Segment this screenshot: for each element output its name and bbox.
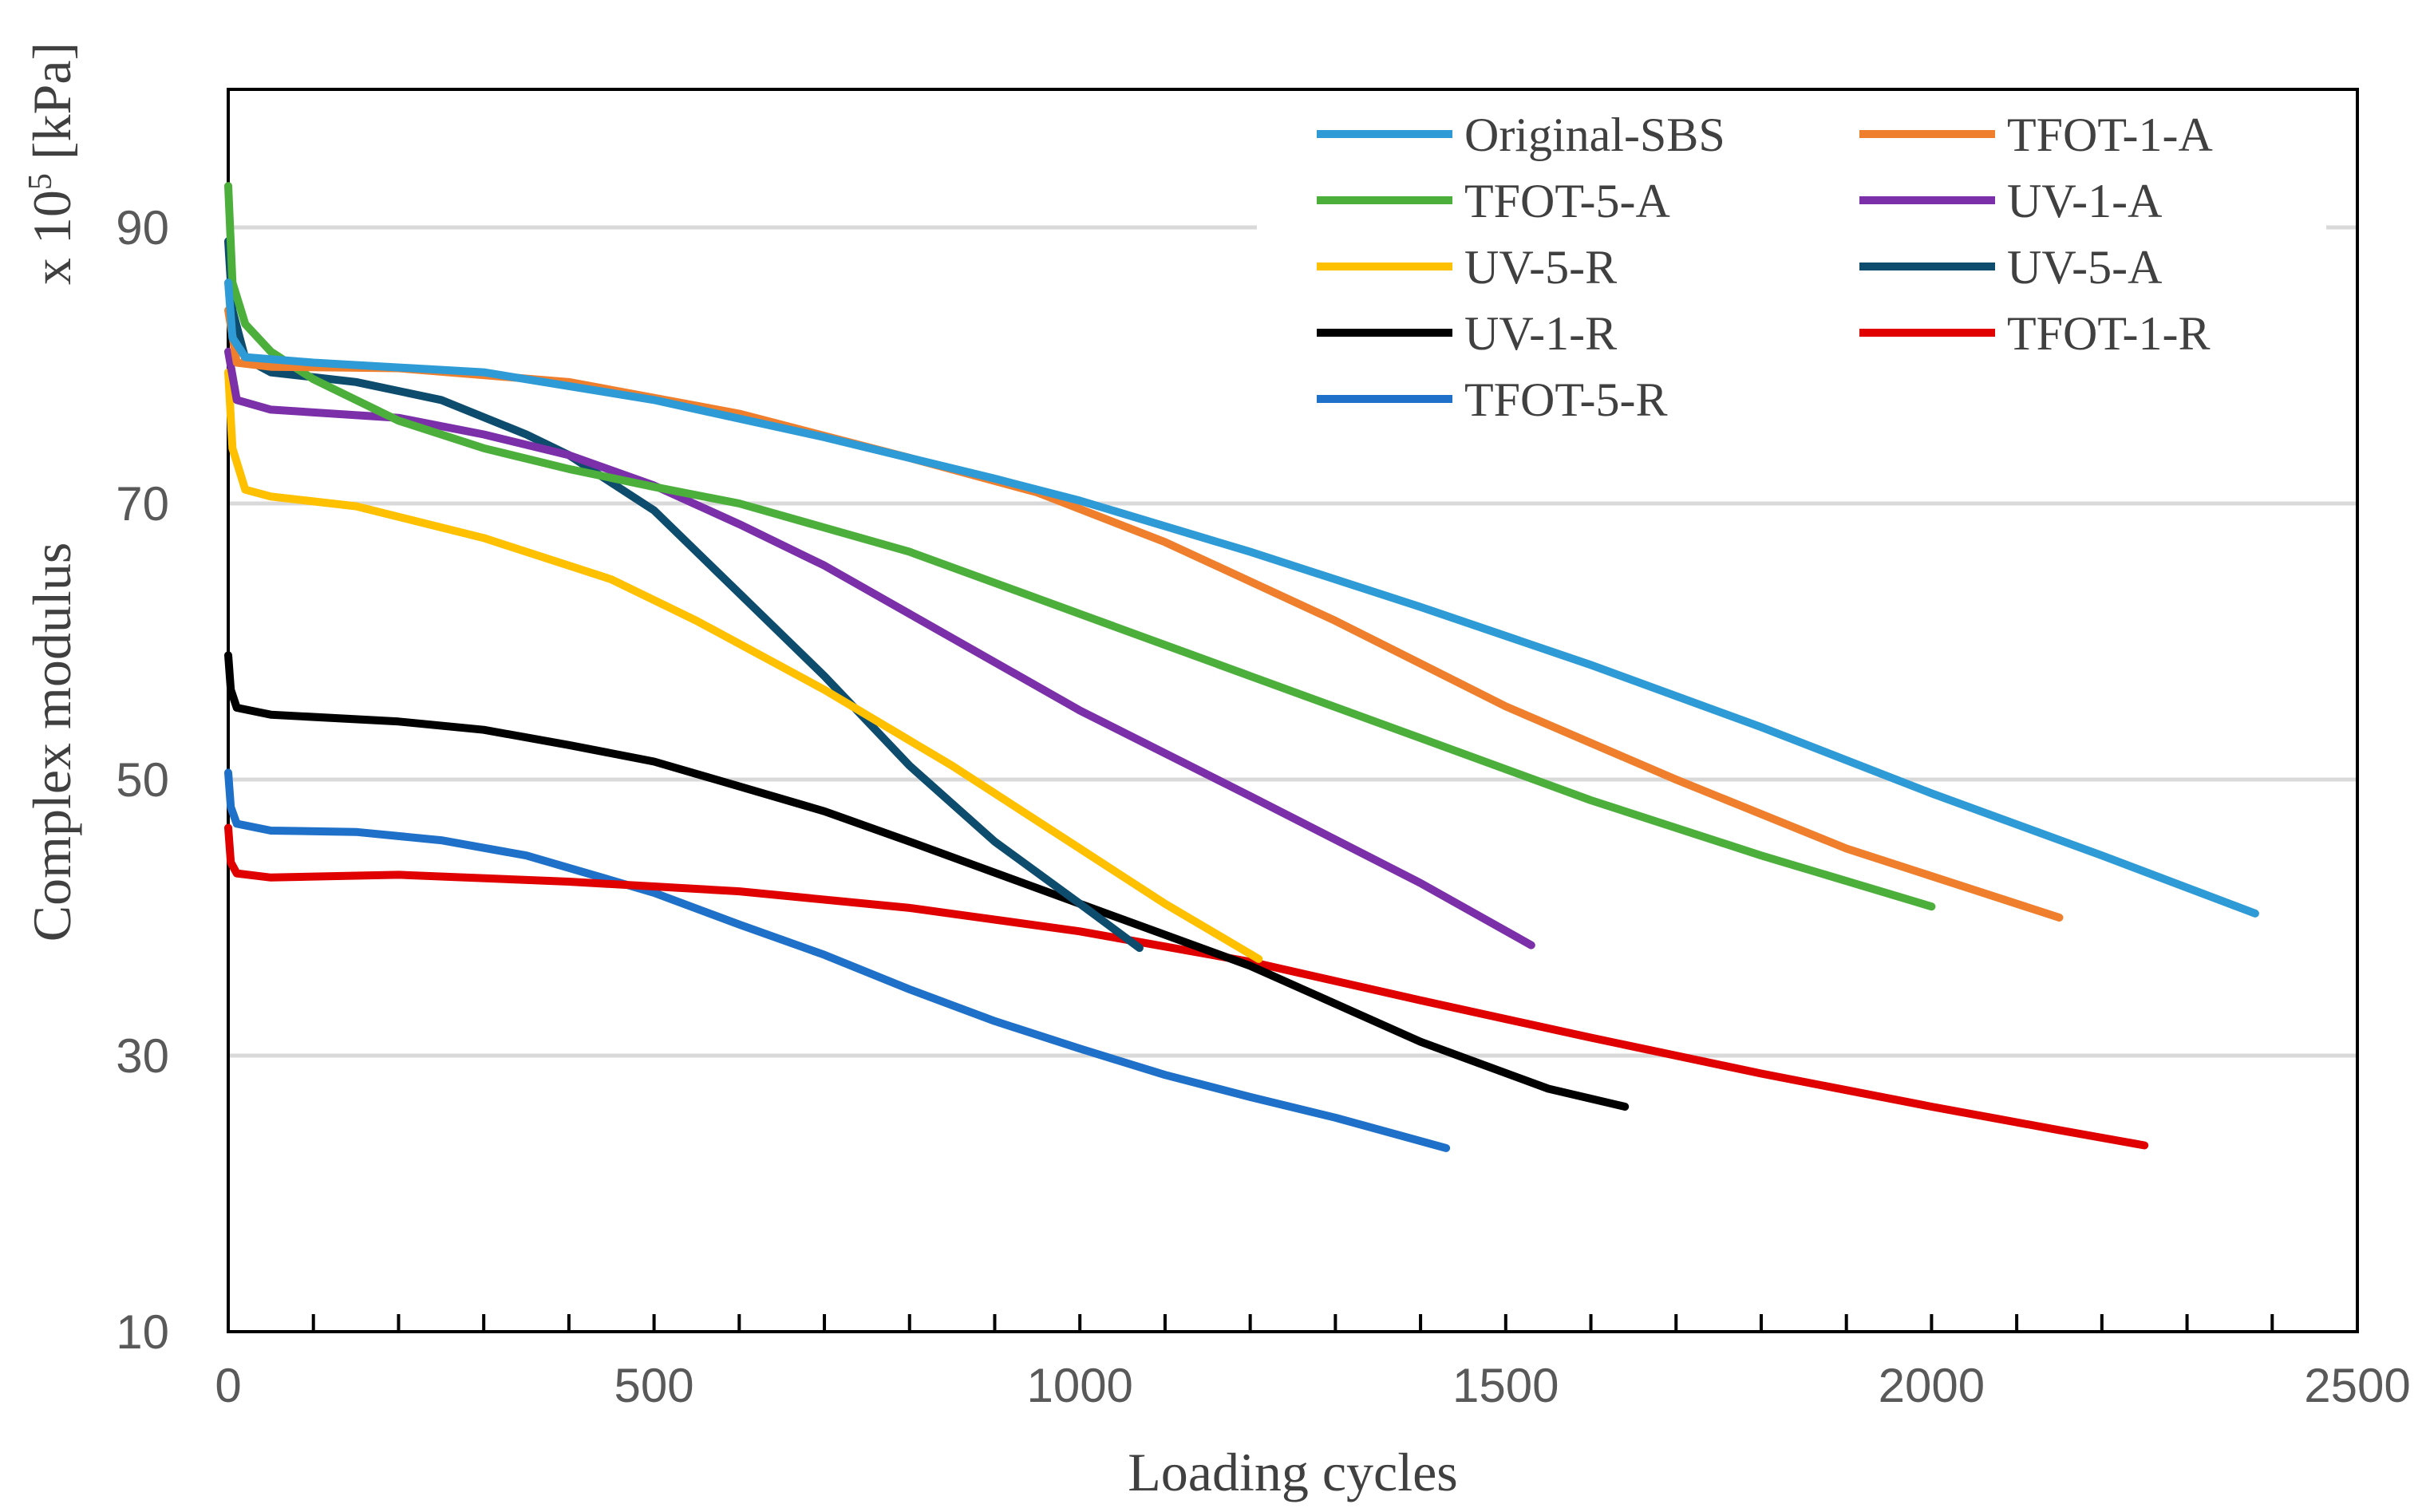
series-line-uv-1-r [224, 651, 1630, 1111]
x-axis-title: Loading cycles [1128, 1442, 1458, 1502]
legend-label: Original-SBS [1464, 109, 1725, 161]
series-line-uv-1-a [224, 347, 1535, 949]
x-tick-label: 0 [215, 1359, 241, 1412]
x-tick-label: 1500 [1452, 1359, 1559, 1412]
y-tick-label: 30 [116, 1029, 169, 1083]
x-tick-label: 1000 [1026, 1359, 1132, 1412]
x-tick-label: 2500 [2304, 1359, 2410, 1412]
series-line-tfot-1-r [224, 823, 2149, 1150]
y-tick-label: 50 [116, 753, 169, 807]
legend-label: UV-5-A [2007, 241, 2162, 294]
legend-item-tfot-5-a: TFOT-5-A [1317, 175, 1670, 227]
legend-label: TFOT-5-A [1464, 175, 1670, 227]
y-axis-title: Complex modulus [22, 543, 82, 942]
legend-label: UV-1-R [1464, 307, 1617, 360]
legend-label: TFOT-1-A [2007, 109, 2213, 161]
legend-item-uv-5-a: UV-5-A [1859, 241, 2162, 294]
x-tick-label: 500 [614, 1359, 694, 1412]
legend-label: UV-5-R [1464, 241, 1617, 294]
legend-label: TFOT-5-R [1464, 373, 1667, 426]
y-axis-unit: x 105 [kPa] [22, 42, 82, 285]
series-line-tfot-5-r [224, 768, 1451, 1152]
legend-item-uv-5-r: UV-5-R [1317, 241, 1617, 294]
legend-item-tfot-1-a: TFOT-1-A [1859, 109, 2213, 161]
legend-item-tfot-1-r: TFOT-1-R [1859, 307, 2210, 360]
y-axis-unit-suffix: [kPa] [22, 42, 82, 173]
series-line-original-sbs [224, 278, 2259, 918]
y-tick-label: 90 [116, 201, 169, 255]
data-series [224, 182, 2259, 1152]
legend-item-uv-1-r: UV-1-R [1317, 307, 1617, 360]
legend-background [1257, 100, 2326, 443]
plot-area-frame [227, 88, 2359, 1333]
axis-tick-labels: 10 30 50 70 90 0 500 1000 1500 2000 2500 [116, 201, 2410, 1412]
legend-label: TFOT-1-R [2007, 307, 2210, 360]
y-axis-unit-prefix: x 10 [22, 190, 82, 285]
y-axis-unit-exponent: 5 [22, 173, 59, 190]
legend-label: UV-1-A [2007, 175, 2162, 227]
x-tick-label: 2000 [1879, 1359, 1985, 1412]
series-line-uv-5-r [224, 368, 1263, 963]
series-line-tfot-5-a [224, 182, 1936, 911]
legend-item-original-sbs: Original-SBS [1317, 109, 1725, 161]
legend: Original-SBS TFOT-1-A TFOT-5-A UV-1-A UV-5-R… [1257, 100, 2326, 443]
legend-item-uv-1-a: UV-1-A [1859, 175, 2162, 227]
y-tick-label: 10 [116, 1305, 169, 1359]
legend-item-tfot-5-r: TFOT-5-R [1317, 373, 1667, 426]
axis-ticks [227, 1314, 2359, 1332]
y-tick-label: 70 [116, 477, 169, 531]
